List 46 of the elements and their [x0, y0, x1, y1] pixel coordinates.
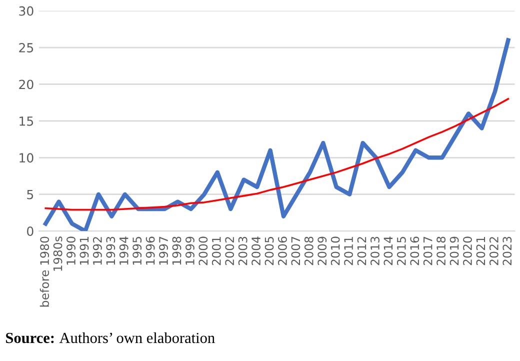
- x-tick-label: 2011: [344, 236, 354, 266]
- y-tick-label: 5: [27, 190, 34, 200]
- x-tick-label: 1994: [119, 236, 128, 265]
- x-tick-label: 1991: [80, 236, 89, 265]
- x-tick-label: 1998: [172, 236, 182, 265]
- x-tick-label: 2012: [357, 237, 366, 266]
- x-tick-label: 1992: [92, 237, 102, 265]
- x-tick-label: 2019: [450, 236, 459, 266]
- y-tick-label: 25: [19, 43, 34, 52]
- x-tick-label: 1996: [146, 236, 155, 265]
- x-tick-label: 2021: [476, 236, 486, 266]
- x-tick-label: 2005: [264, 236, 274, 266]
- x-tick-label: 2001: [212, 236, 221, 266]
- y-tick-label: 30: [19, 6, 34, 16]
- x-tick-label: 2020: [463, 236, 472, 266]
- x-tick-label: 2015: [396, 236, 406, 266]
- y-tick-label: 20: [19, 80, 34, 90]
- x-tick-label: 2023: [502, 236, 512, 266]
- x-tick-label: 2004: [252, 236, 260, 266]
- x-tick-label: 1995: [132, 236, 142, 265]
- x-tick-label: 2007: [291, 236, 300, 266]
- x-tick-label: 2008: [304, 236, 314, 266]
- x-tick-label: 2017: [423, 236, 432, 266]
- y-tick-label: 10: [20, 153, 34, 163]
- y-tick-label: 0: [27, 226, 34, 236]
- x-tick-label: 2010: [330, 236, 340, 266]
- x-tick-label: 2002: [225, 237, 234, 266]
- line-series: [44, 38, 510, 232]
- x-tick-label: 1997: [159, 236, 168, 265]
- x-tick-label: 2018: [436, 236, 446, 266]
- x-tick-label: 2006: [278, 236, 287, 266]
- x-tick-label: 2014: [384, 236, 393, 266]
- x-tick-label: before 1980: [40, 236, 50, 307]
- x-tick-label: 1990: [66, 236, 76, 265]
- y-tick-label: 15: [20, 116, 34, 126]
- x-tick-label: 2013: [370, 236, 380, 266]
- x-tick-label: 2009: [318, 236, 327, 266]
- x-tick-label: 1980s: [53, 236, 62, 271]
- source-note: Source: Authors’ own elaboration: [6, 332, 215, 344]
- x-tick-label: 1999: [185, 236, 194, 265]
- x-tick-label: 1993: [106, 236, 116, 265]
- x-tick-label: 2003: [238, 236, 248, 266]
- x-tick-label: 2000: [198, 236, 208, 266]
- x-tick-label: 2016: [410, 236, 420, 266]
- x-tick-label: 2022: [489, 237, 498, 266]
- line-series: [44, 98, 510, 211]
